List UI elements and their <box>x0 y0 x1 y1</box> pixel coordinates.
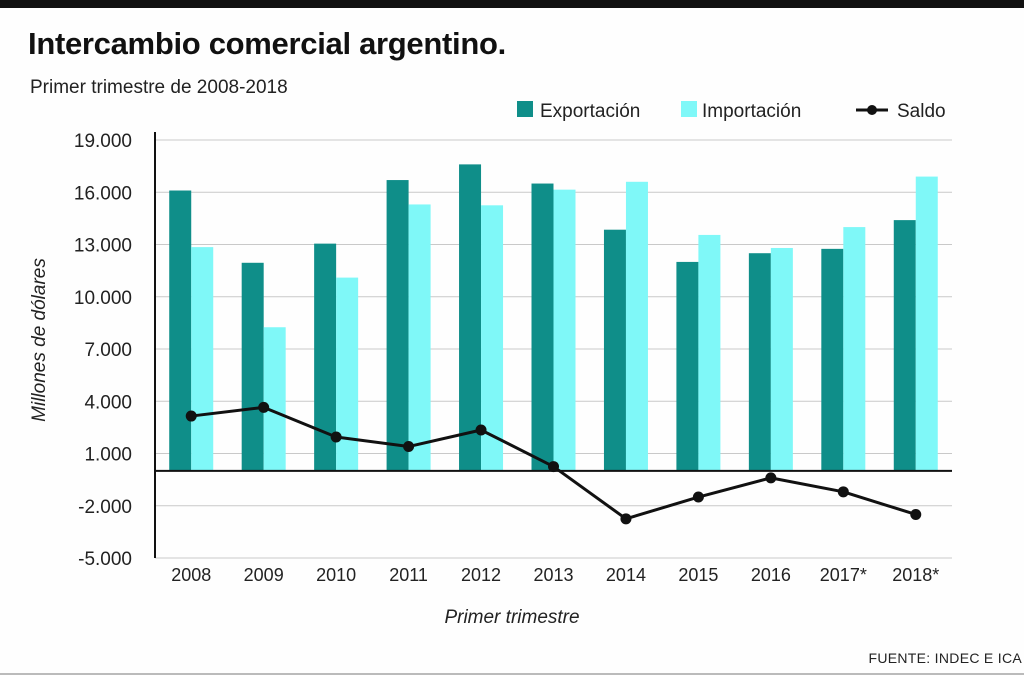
bar-exportacion <box>748 253 771 471</box>
bar-importacion <box>408 204 431 471</box>
saldo-point <box>910 508 922 520</box>
bar-exportacion <box>169 190 192 471</box>
bar-exportacion <box>241 262 264 471</box>
y-tick-labels: 19.000 16.000 13.000 10.000 7.000 4.000 1.000 -… <box>74 131 132 570</box>
y-tick-label: 13.000 <box>74 236 132 257</box>
bars-group <box>169 164 938 471</box>
bar-importacion <box>553 189 576 471</box>
saldo-point <box>330 431 342 443</box>
x-tick-label: 2012 <box>461 565 501 585</box>
x-tick-label: 2013 <box>533 565 573 585</box>
bar-exportacion <box>459 164 482 471</box>
saldo-point <box>620 513 632 525</box>
x-tick-label: 2018* <box>892 565 939 585</box>
saldo-point <box>258 401 270 413</box>
bar-importacion <box>698 234 721 471</box>
bar-importacion <box>915 176 938 471</box>
saldo-point <box>185 410 197 422</box>
x-tick-label: 2008 <box>171 565 211 585</box>
x-axis-title: Primer trimestre <box>444 607 579 628</box>
y-tick-label: -2.000 <box>78 497 132 518</box>
bar-exportacion <box>676 261 699 471</box>
y-tick-label: 16.000 <box>74 183 132 204</box>
x-tick-labels: 2008 2009 2010 2011 2012 2013 2014 2015 2016 2017… <box>171 565 939 585</box>
bar-importacion <box>336 277 359 471</box>
saldo-point <box>692 491 704 503</box>
top-rule <box>0 0 1024 8</box>
saldo-point <box>403 441 415 453</box>
bar-importacion <box>843 227 866 471</box>
chart-title: Intercambio comercial argentino. <box>28 26 506 61</box>
bar-exportacion <box>314 243 337 471</box>
bar-importacion <box>481 205 504 471</box>
y-tick-label: 10.000 <box>74 288 132 309</box>
legend-marker-saldo <box>867 105 877 115</box>
bar-importacion <box>625 181 648 471</box>
legend-label-import: Importación <box>702 101 801 122</box>
bar-exportacion <box>386 180 409 471</box>
source-note: FUENTE: INDEC E ICA <box>868 650 1022 666</box>
legend-swatch-import <box>681 101 697 117</box>
bar-exportacion <box>893 220 916 471</box>
bar-importacion <box>770 247 793 471</box>
x-tick-label: 2015 <box>678 565 718 585</box>
bar-exportacion <box>603 229 626 471</box>
y-tick-label: 4.000 <box>84 392 132 413</box>
y-tick-label: 19.000 <box>74 131 132 152</box>
legend-swatch-export <box>517 101 533 117</box>
bar-exportacion <box>821 248 844 471</box>
y-axis-title: Millones de dólares <box>29 258 50 422</box>
bottom-rule <box>0 673 1024 675</box>
x-tick-label: 2011 <box>389 565 428 585</box>
x-tick-label: 2014 <box>606 565 646 585</box>
bar-exportacion <box>531 183 554 471</box>
bar-importacion <box>263 327 286 471</box>
y-tick-label: -5.000 <box>78 549 132 570</box>
grid-lines <box>155 139 952 559</box>
legend-label-export: Exportación <box>540 101 640 122</box>
saldo-point <box>475 424 487 436</box>
saldo-line-group <box>185 401 922 525</box>
saldo-point <box>548 461 559 473</box>
x-tick-label: 2016 <box>751 565 791 585</box>
chart-subtitle: Primer trimestre de 2008-2018 <box>30 77 288 98</box>
x-tick-label: 2010 <box>316 565 356 585</box>
y-tick-label: 7.000 <box>84 340 132 361</box>
y-tick-label: 1.000 <box>84 445 132 466</box>
x-tick-label: 2009 <box>244 565 284 585</box>
saldo-point <box>837 486 849 498</box>
saldo-point <box>765 472 777 484</box>
legend-label-saldo: Saldo <box>897 101 946 122</box>
bar-importacion <box>191 247 214 471</box>
x-tick-label: 2017* <box>820 565 867 585</box>
legend: Exportación Importación Saldo <box>517 101 946 122</box>
